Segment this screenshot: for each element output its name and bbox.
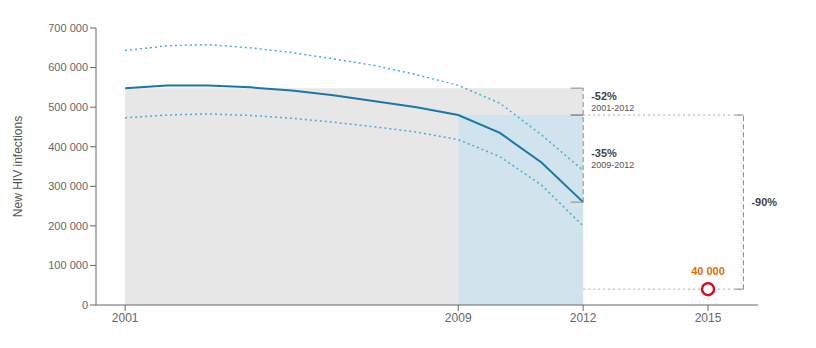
- svg-text:500 000: 500 000: [48, 101, 88, 113]
- svg-text:New HIV infections: New HIV infections: [11, 116, 25, 217]
- svg-text:2012: 2012: [570, 311, 597, 325]
- svg-text:100 000: 100 000: [48, 259, 88, 271]
- svg-text:400 000: 400 000: [48, 141, 88, 153]
- svg-text:40 000: 40 000: [691, 265, 725, 277]
- svg-text:600 000: 600 000: [48, 61, 88, 73]
- svg-text:-90%: -90%: [751, 196, 777, 208]
- svg-text:2001: 2001: [112, 311, 139, 325]
- svg-text:2015: 2015: [695, 311, 722, 325]
- svg-text:2009: 2009: [445, 311, 472, 325]
- svg-text:300 000: 300 000: [48, 180, 88, 192]
- svg-text:2009-2012: 2009-2012: [591, 160, 634, 170]
- svg-text:700 000: 700 000: [48, 22, 88, 34]
- svg-text:200 000: 200 000: [48, 220, 88, 232]
- svg-text:0: 0: [82, 299, 88, 311]
- svg-text:2001-2012: 2001-2012: [591, 103, 634, 113]
- svg-text:-35%: -35%: [591, 147, 617, 159]
- svg-text:-52%: -52%: [591, 90, 617, 102]
